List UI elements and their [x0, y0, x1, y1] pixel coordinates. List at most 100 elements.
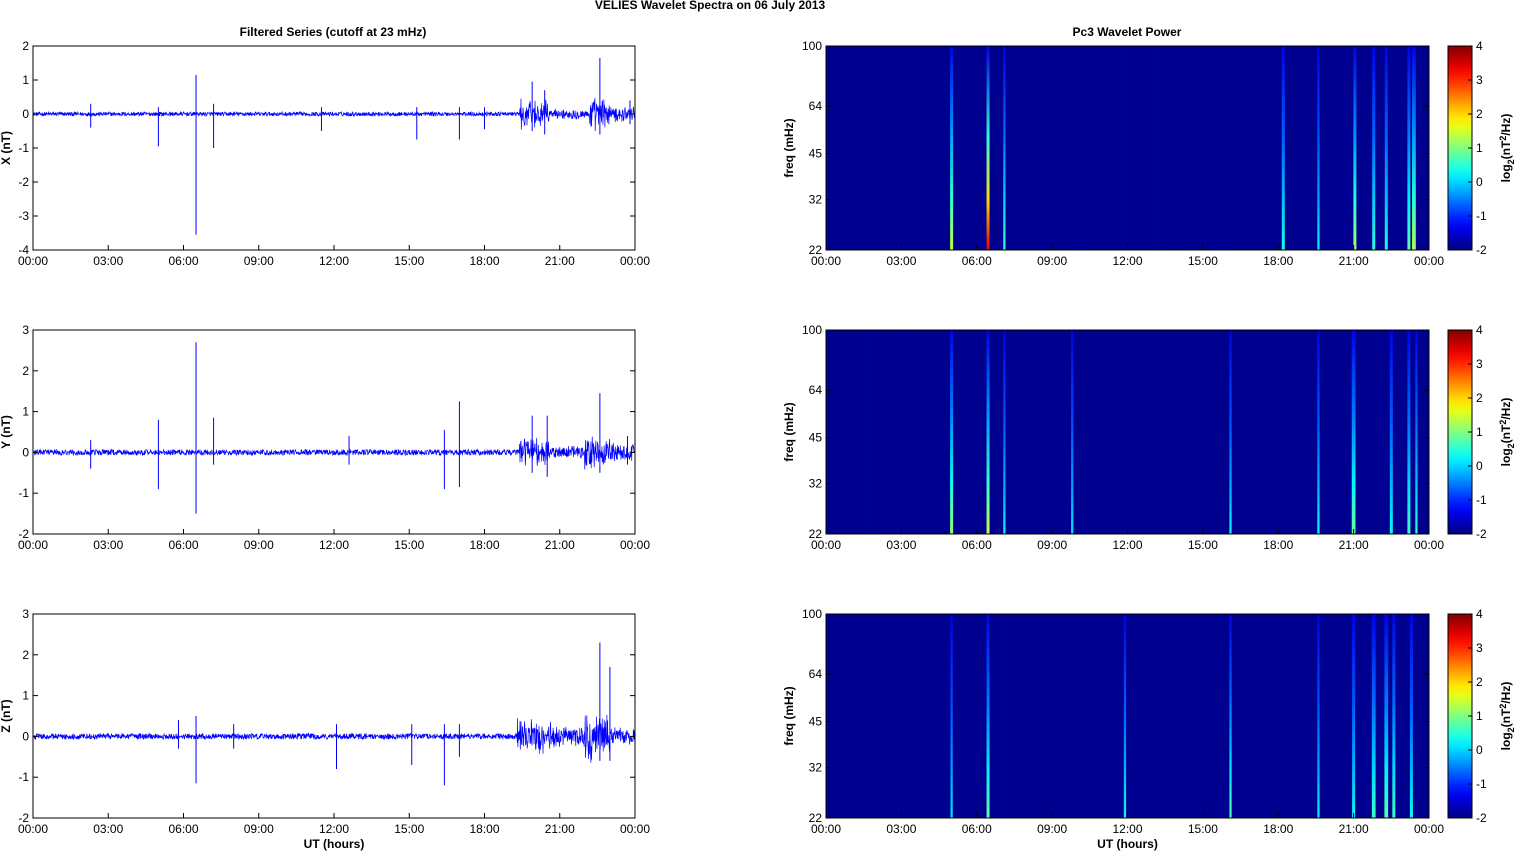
- wavelet-xtick-label: 09:00: [1037, 538, 1067, 552]
- series-xtick-label: 03:00: [93, 822, 123, 836]
- series-xtick-label: 09:00: [244, 822, 274, 836]
- colorbar-label-part: log: [1499, 448, 1513, 466]
- wavelet-feature: [1281, 46, 1285, 250]
- ytick-label: 45: [809, 147, 823, 161]
- wavelet-xtick-label: 03:00: [886, 822, 916, 836]
- ytick-label: 1: [22, 689, 29, 703]
- wavelet-xtick-label: 18:00: [1263, 822, 1293, 836]
- wavelet-feature: [950, 46, 954, 250]
- wavelet-xtick-label: 03:00: [886, 538, 916, 552]
- colorbar-label: log2(nT2/Hz): [1498, 682, 1515, 751]
- wavelet-feature: [1229, 330, 1232, 534]
- series-xtick-label: 15:00: [394, 254, 424, 268]
- wavelet-xtick-label: 09:00: [1037, 822, 1067, 836]
- signal-trace: [32, 714, 636, 763]
- colorbar-label-part: log: [1499, 164, 1513, 182]
- series-ylabel: Y (nT): [0, 415, 13, 449]
- colorbar-label: log2(nT2/Hz): [1498, 114, 1515, 183]
- heatmap-background: [826, 614, 1429, 818]
- wavelet-ylabel: freq (mHz): [782, 402, 796, 461]
- series-panel-z: -2 -1 0 1 2 3 00:00 03:00 06:00 09:00 12:00 15:00 18…: [0, 607, 650, 851]
- signal-trace: [32, 98, 636, 132]
- wavelet-feature: [1371, 614, 1376, 818]
- colorbar-tick-label: 2: [1476, 107, 1483, 121]
- wavelet-xtick-label: 00:00: [1414, 254, 1444, 268]
- ytick-label: -1: [18, 770, 29, 784]
- wavelet-xtick-label: 00:00: [811, 538, 841, 552]
- ytick-label: 0: [22, 107, 29, 121]
- series-xtick-label: 00:00: [620, 538, 650, 552]
- colorbar-tick-label: -1: [1476, 493, 1487, 507]
- series-ylabel: Z (nT): [0, 699, 13, 732]
- ytick-label: 1: [22, 405, 29, 419]
- ytick-label: 22: [809, 243, 823, 257]
- ytick-label: 0: [22, 445, 29, 459]
- series-panel-x: -4 -3 -2 -1 0 1 2 00:00 03:00 06:00 09:00 12:00 15:0…: [0, 39, 650, 268]
- ytick-label: 64: [809, 383, 823, 397]
- colorbar-tick-label: 4: [1476, 607, 1483, 621]
- ytick-label: -2: [18, 175, 29, 189]
- ytick-label: 32: [809, 761, 823, 775]
- series-xtick-label: 21:00: [545, 538, 575, 552]
- series-xtick-label: 21:00: [545, 254, 575, 268]
- ytick-label: -2: [18, 811, 29, 825]
- colorbar-label-part: (nT: [1499, 140, 1513, 159]
- ytick-label: 3: [22, 607, 29, 621]
- series-xtick-label: 03:00: [93, 254, 123, 268]
- wavelet-feature: [950, 330, 954, 534]
- wavelet-feature: [1352, 614, 1356, 818]
- panels: -4 -3 -2 -1 0 1 2 00:00 03:00 06:00 09:00 12:00 15:0…: [0, 39, 1515, 851]
- ytick-label: 100: [802, 39, 822, 53]
- series-xtick-label: 03:00: [93, 538, 123, 552]
- wavelet-xtick-label: 00:00: [1414, 822, 1444, 836]
- ytick-label: 2: [22, 648, 29, 662]
- colorbar-label-part: 2: [1498, 136, 1508, 141]
- wavelet-xtick-label: 15:00: [1188, 538, 1218, 552]
- wavelet-feature: [1003, 46, 1006, 250]
- ytick-label: 22: [809, 811, 823, 825]
- ytick-label: 100: [802, 323, 822, 337]
- wavelet-xtick-label: 00:00: [811, 822, 841, 836]
- series-xtick-label: 09:00: [244, 254, 274, 268]
- wavelet-xtick-label: 09:00: [1037, 254, 1067, 268]
- wavelet-xtick-label: 00:00: [1414, 538, 1444, 552]
- colorbar-tick-label: 3: [1476, 357, 1483, 371]
- ytick-label: -2: [18, 527, 29, 541]
- ytick-label: 64: [809, 99, 823, 113]
- series-xtick-label: 06:00: [168, 822, 198, 836]
- series-xtick-label: 06:00: [168, 254, 198, 268]
- ytick-label: -1: [18, 141, 29, 155]
- series-panel-y: -2 -1 0 1 2 3 00:00 03:00 06:00 09:00 12:00 15:00 18…: [0, 323, 650, 552]
- wavelet-xtick-label: 03:00: [886, 254, 916, 268]
- colorbar-tick-label: -2: [1476, 527, 1487, 541]
- ytick-label: 22: [809, 527, 823, 541]
- plot-area: [33, 330, 635, 534]
- colorbar-tick-label: 1: [1476, 141, 1483, 155]
- heatmap-background: [826, 46, 1429, 250]
- wavelet-feature: [1389, 330, 1393, 534]
- wavelet-ylabel: freq (mHz): [782, 118, 796, 177]
- wavelet-feature: [986, 46, 990, 250]
- ytick-label: -4: [18, 243, 29, 257]
- ytick-label: 3: [22, 323, 29, 337]
- wavelet-feature: [1407, 46, 1411, 250]
- wavelet-xtick-label: 12:00: [1112, 822, 1142, 836]
- colorbar-label-part: 2: [1506, 727, 1515, 732]
- ytick-label: 2: [22, 39, 29, 53]
- colorbar-tick-label: 1: [1476, 709, 1483, 723]
- colorbar-tick-label: 2: [1476, 391, 1483, 405]
- wavelet-feature: [1392, 614, 1396, 818]
- wavelet-xtick-label: 21:00: [1339, 822, 1369, 836]
- colorbar-tick-label: 1: [1476, 425, 1483, 439]
- wavelet-xtick-label: 18:00: [1263, 254, 1293, 268]
- colorbar-tick-label: -2: [1476, 243, 1487, 257]
- series-xtick-label: 00:00: [18, 254, 48, 268]
- colorbar-label: log2(nT2/Hz): [1498, 398, 1515, 467]
- series-xtick-label: 00:00: [18, 822, 48, 836]
- wavelet-feature: [1317, 614, 1320, 818]
- wavelet-feature: [950, 614, 953, 818]
